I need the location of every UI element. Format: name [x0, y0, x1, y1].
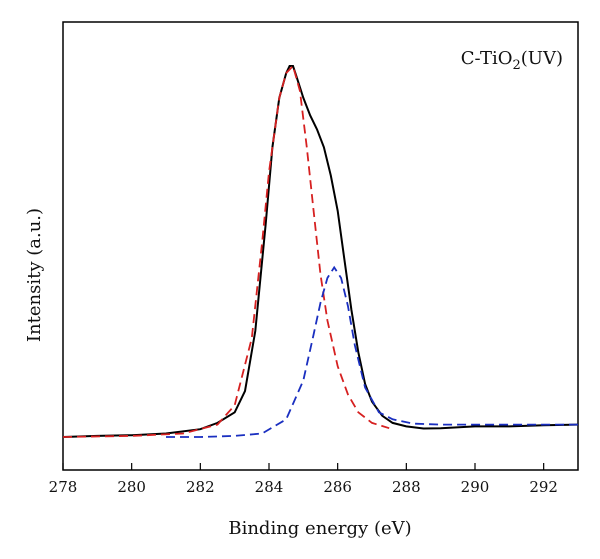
x-tick-label: 286 — [323, 478, 352, 496]
x-tick-label: 292 — [529, 478, 558, 496]
annotation-prefix: C-TiO — [461, 48, 513, 69]
chart-annotation: C-TiO2(UV) — [461, 48, 563, 73]
series-layer — [62, 64, 579, 438]
x-tick-label: 290 — [461, 478, 490, 496]
x-tick-label: 288 — [392, 478, 421, 496]
x-tick-label: 284 — [255, 478, 284, 496]
x-tick-label: 282 — [186, 478, 215, 496]
x-tick-label: 278 — [49, 478, 78, 496]
series-line-2 — [166, 265, 578, 438]
x-tick-label: 280 — [117, 478, 146, 496]
series-line-1 — [62, 64, 390, 438]
y-axis-title: Intensity (a.u.) — [24, 208, 45, 342]
plot-frame — [62, 21, 579, 471]
x-axis-title: Binding energy (eV) — [228, 518, 411, 539]
x-axis-ticks: 278 280 282 284 286 288 290 292 — [49, 463, 558, 496]
annotation-subscript: 2 — [513, 58, 521, 73]
series-line-0 — [62, 65, 579, 438]
annotation-suffix: (UV) — [521, 48, 563, 69]
